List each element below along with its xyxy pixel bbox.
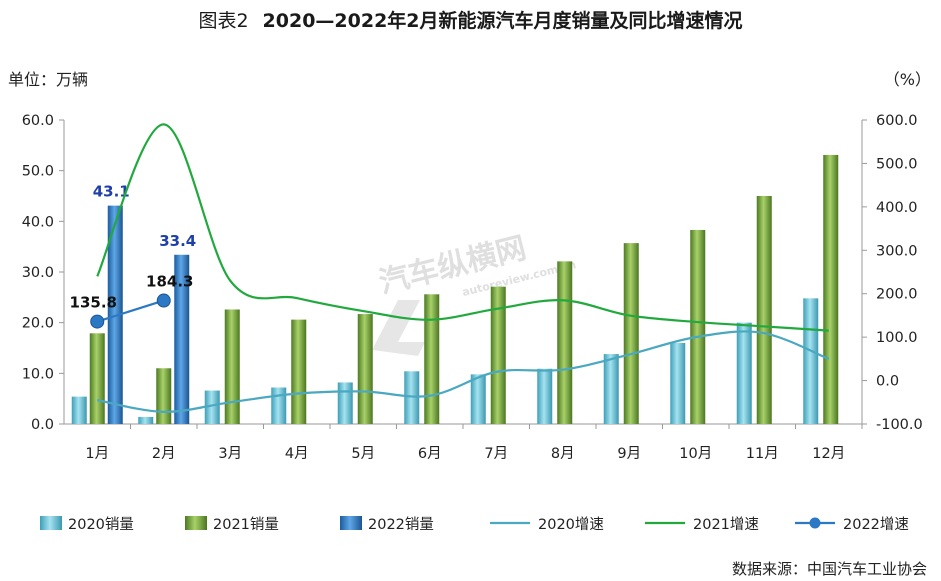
line-2022-point — [90, 314, 105, 329]
x-tick-label: 9月 — [617, 446, 641, 462]
watermark-brand: 汽车纵横网 — [376, 231, 530, 301]
bar-2021 — [424, 294, 440, 424]
y-right-tick-label: 200.0 — [876, 287, 918, 303]
bar-2021 — [156, 368, 172, 424]
y-right-tick-label: -100.0 — [876, 417, 923, 433]
legend-2020-sales-label: 2020销量 — [68, 516, 134, 533]
x-tick-label: 1月 — [85, 446, 109, 462]
bar-2022-value-label: 43.1 — [93, 183, 130, 201]
line-2020-growth — [97, 330, 830, 413]
line-2022-point — [156, 293, 171, 308]
watermark-logo — [372, 300, 425, 356]
y-left-tick-label: 30.0 — [22, 265, 54, 281]
x-tick-label: 11月 — [746, 446, 779, 462]
bar-2020 — [204, 390, 220, 424]
y-right-tick-label: 0.0 — [876, 374, 899, 390]
title-text: 2020—2022年2月新能源汽车月度销量及同比增速情况 — [262, 10, 743, 32]
figure-number: 图表2 — [198, 10, 249, 32]
y-left-tick-label: 20.0 — [22, 316, 54, 332]
legend-2020-growth-label: 2020增速 — [538, 516, 604, 533]
legend-2021-sales-label: 2021销量 — [213, 516, 279, 533]
chart-title: 图表2 2020—2022年2月新能源汽车月度销量及同比增速情况 — [0, 6, 941, 33]
y-right-tick-label: 600.0 — [876, 113, 918, 129]
line-2021-growth — [96, 123, 829, 332]
x-tick-label: 6月 — [418, 446, 442, 462]
y-right-tick-label: 500.0 — [876, 156, 918, 172]
bar-2020 — [603, 354, 619, 424]
line-2022-value-label: 135.8 — [70, 294, 117, 312]
y-left-tick-label: 50.0 — [22, 164, 54, 180]
bar-2020 — [337, 382, 353, 424]
bar-2020 — [138, 416, 154, 424]
bar-2020 — [537, 368, 553, 424]
bar-2021 — [557, 261, 573, 424]
bar-2020 — [736, 322, 752, 424]
bar-2021 — [89, 333, 105, 424]
bar-2021 — [823, 154, 839, 424]
x-tick-label: 4月 — [285, 446, 309, 462]
legend-2022-sales-label: 2022销量 — [368, 516, 434, 533]
left-axis-unit: 单位：万辆 — [8, 70, 89, 89]
line-2022-value-label: 184.3 — [146, 273, 193, 291]
legend-2021-growth-label: 2021增速 — [693, 516, 759, 533]
bar-2021 — [357, 314, 373, 424]
legend-2020-sales-swatch — [40, 516, 62, 530]
bar-2020 — [71, 396, 87, 424]
right-axis-unit: （%） — [883, 70, 931, 89]
x-tick-label: 7月 — [484, 446, 508, 462]
bar-2021 — [224, 309, 240, 424]
bar-2021 — [756, 196, 772, 424]
x-tick-label: 10月 — [679, 446, 712, 462]
bar-2021 — [690, 229, 706, 424]
y-left-tick-label: 40.0 — [22, 214, 54, 230]
legend-2022-growth-marker — [809, 517, 821, 529]
x-tick-label: 12月 — [812, 446, 845, 462]
x-tick-label: 2月 — [152, 446, 176, 462]
legend-2022-sales-swatch — [340, 516, 362, 530]
x-tick-label: 3月 — [218, 446, 242, 462]
bar-2020 — [670, 342, 686, 424]
bar-2020 — [271, 387, 287, 424]
y-right-tick-label: 100.0 — [876, 330, 918, 346]
bar-2020 — [470, 374, 486, 424]
bar-2021 — [490, 286, 506, 424]
legend-2021-sales-swatch — [185, 516, 207, 530]
y-right-tick-label: 300.0 — [876, 243, 918, 259]
x-tick-label: 8月 — [551, 446, 575, 462]
bar-2022-value-label: 33.4 — [159, 232, 196, 250]
bar-2021 — [291, 319, 307, 424]
y-left-tick-label: 0.0 — [31, 417, 54, 433]
y-left-tick-label: 60.0 — [22, 113, 54, 129]
legend-2022-growth-label: 2022增速 — [843, 516, 909, 533]
bar-2020 — [404, 371, 420, 424]
bar-2020 — [803, 298, 819, 424]
bar-2021 — [623, 243, 639, 424]
x-tick-label: 5月 — [351, 446, 375, 462]
data-source: 数据来源：中国汽车工业协会 — [731, 560, 927, 578]
y-left-tick-label: 10.0 — [22, 366, 54, 382]
bar-2022 — [174, 254, 190, 424]
y-right-tick-label: 400.0 — [876, 200, 918, 216]
